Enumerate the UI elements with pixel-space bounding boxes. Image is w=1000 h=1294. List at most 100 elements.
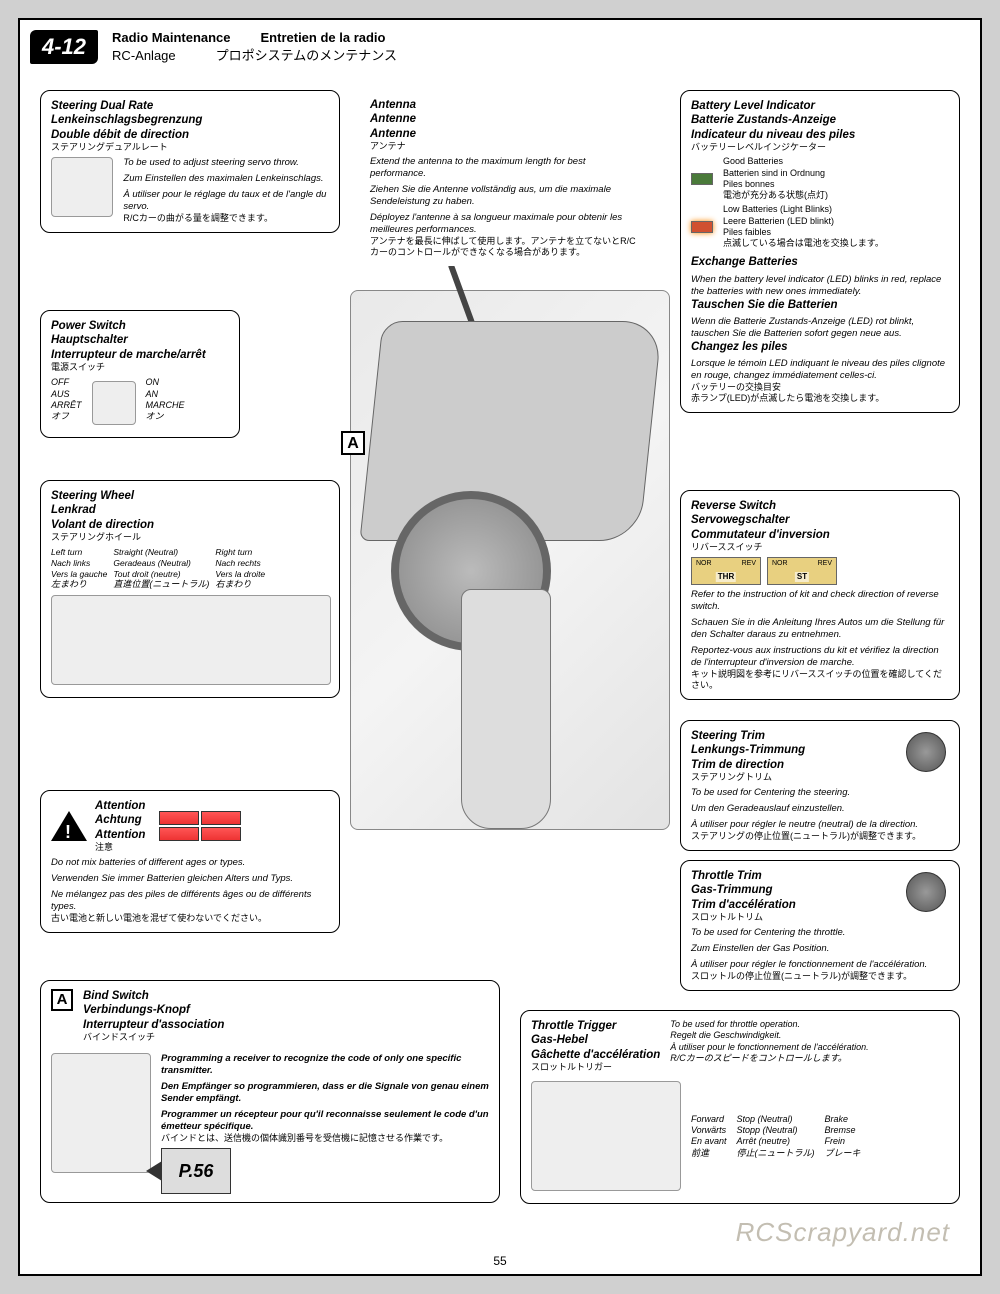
page-number: 55 xyxy=(493,1254,506,1268)
attn-b-fr: Ne mélangez pas des piles de différents … xyxy=(51,889,329,913)
attn-jp: 注意 xyxy=(95,842,145,853)
tt-de: Gas-Trimmung xyxy=(691,883,893,897)
title-jp: プロポシステムのメンテナンス xyxy=(216,48,397,63)
attn-b-de: Verwenden Sie immer Batterien gleichen A… xyxy=(51,873,329,885)
tt-b-en: To be used for Centering the throttle. xyxy=(691,927,949,939)
rs-jp: リバーススイッチ xyxy=(691,542,949,553)
bi-jp: バッテリーレベルインジケーター xyxy=(691,142,949,153)
rs-fr: Commutateur d'inversion xyxy=(691,528,949,542)
brake-de: Bremse xyxy=(825,1125,861,1136)
tt-b-fr: À utiliser pour régler le fonctionnement… xyxy=(691,959,949,971)
brake-jp: ブレーキ xyxy=(825,1148,861,1159)
page-ref-icon: P.56 xyxy=(161,1148,231,1194)
ps-jp: 電源スイッチ xyxy=(51,362,229,373)
attn-de: Achtung xyxy=(95,813,145,827)
ant-b-fr: Déployez l'antenne à sa longueur maximal… xyxy=(370,212,640,236)
st-de: Lenkungs-Trimmung xyxy=(691,743,893,757)
brake-fr: Frein xyxy=(825,1136,861,1147)
on-fr: AN xyxy=(146,389,185,400)
led-low-icon xyxy=(691,221,713,233)
ant-b-jp: アンテナを最長に伸ばして使用します。アンテナを立てないとR/Cカーのコントロール… xyxy=(370,236,640,259)
ps-fr: Interrupteur de marche/arrêt xyxy=(51,348,229,362)
off-en: OFF xyxy=(51,377,82,388)
sw-st: ST xyxy=(795,572,809,582)
attn-fr: Attention xyxy=(95,828,145,842)
sw-fr: Volant de direction xyxy=(51,518,329,532)
bind-b-fr: Programmer un récepteur pour qu'il recon… xyxy=(161,1109,489,1133)
sw-mid: Straight (Neutral) Geradeaus (Neutral) T… xyxy=(113,547,209,590)
ant-en: Antenna xyxy=(370,98,640,112)
callout-throttle-trim: Throttle Trim Gas-Trimmung Trim d'accélé… xyxy=(680,860,960,991)
low-fr: Piles faibles xyxy=(723,227,884,238)
tt-jp: スロットルトリム xyxy=(691,912,893,923)
sw-thr: THR xyxy=(716,572,736,582)
ttr-de: Gas-Hebel xyxy=(531,1033,660,1047)
rs-b-de: Schauen Sie in die Anleitung Ihres Autos… xyxy=(691,617,949,641)
ex-fr: Changez les piles xyxy=(691,340,949,354)
sdr-b-en: To be used to adjust steering servo thro… xyxy=(123,157,329,169)
callout-power-switch: Power Switch Hauptschalter Interrupteur … xyxy=(40,310,240,438)
bi-en: Battery Level Indicator xyxy=(691,99,949,113)
fwd-jp: 前進 xyxy=(691,1148,727,1159)
st-b-de: Um den Geradeauslauf einzustellen. xyxy=(691,803,949,815)
led-good-icon xyxy=(691,173,713,185)
bind-b-en: Programming a receiver to recognize the … xyxy=(161,1053,489,1077)
rs-b-fr: Reportez-vous aux instructions du kit et… xyxy=(691,645,949,669)
steering-wheel-diagram xyxy=(51,595,331,685)
ant-de: Antenne xyxy=(370,112,640,126)
tt-en: Throttle Trim xyxy=(691,869,893,883)
ant-b-de: Ziehen Sie die Antenne vollständig aus, … xyxy=(370,184,640,208)
good-jp: 電池が充分ある状態(点灯) xyxy=(723,190,828,201)
title-de: RC-Anlage xyxy=(112,48,176,63)
bind-letter: A xyxy=(51,989,73,1011)
callout-throttle-trigger: Throttle Trigger Gas-Hebel Gâchette d'ac… xyxy=(520,1010,960,1204)
manual-page: 4-12 Radio Maintenance Entretien de la ra… xyxy=(18,18,982,1276)
callout-reverse-switch: Reverse Switch Servowegschalter Commutat… xyxy=(680,490,960,700)
off-de: AUS xyxy=(51,389,82,400)
title-en: Radio Maintenance xyxy=(112,30,230,45)
good-fr: Piles bonnes xyxy=(723,179,828,190)
attn-b-jp: 古い電池と新しい電池を混ぜて使わないでください。 xyxy=(51,913,329,924)
ttr-b-en: To be used for throttle operation. xyxy=(670,1019,868,1030)
sdr-diagram xyxy=(51,157,113,217)
off-jp: オフ xyxy=(51,411,82,422)
callout-battery-indicator: Battery Level Indicator Batterie Zustand… xyxy=(680,90,960,413)
sw-right: Right turn Nach rechts Vers la droite 右ま… xyxy=(215,547,265,590)
section-header: 4-12 Radio Maintenance Entretien de la ra… xyxy=(30,30,437,64)
ex-b-jp: 赤ランプ(LED)が点滅したら電池を交換します。 xyxy=(691,393,949,404)
label-a-marker: A xyxy=(341,431,365,455)
sw-jp: ステアリングホイール xyxy=(51,532,329,543)
trigger-diagram xyxy=(531,1081,681,1191)
rs-b-jp: キット説明図を参考にリバーススイッチの位置を確認してください。 xyxy=(691,669,949,692)
ex-b-fr: Lorsque le témoin LED indiquant le nivea… xyxy=(691,358,949,382)
callout-steering-wheel: Steering Wheel Lenkrad Volant de directi… xyxy=(40,480,340,698)
ant-b-en: Extend the antenna to the maximum length… xyxy=(370,156,640,180)
callout-bind-switch: A Bind Switch Verbindungs-Knopf Interrup… xyxy=(40,980,500,1203)
stop-en: Stop (Neutral) xyxy=(737,1114,815,1125)
st-en: Steering Trim xyxy=(691,729,893,743)
on-jp: オン xyxy=(146,411,185,422)
sw-de: Lenkrad xyxy=(51,503,329,517)
callout-steering-trim: Steering Trim Lenkungs-Trimmung Trim de … xyxy=(680,720,960,851)
bind-fr: Interrupteur d'association xyxy=(83,1018,224,1032)
tt-b-jp: スロットルの停止位置(ニュートラル)が調整できます。 xyxy=(691,971,949,982)
sdr-de: Lenkeinschlagsbegrenzung xyxy=(51,113,329,127)
st-b-jp: ステアリングの停止位置(ニュートラル)が調整できます。 xyxy=(691,831,949,842)
bi-fr: Indicateur du niveau des piles xyxy=(691,128,949,142)
low-en: Low Batteries (Light Blinks) xyxy=(723,204,884,215)
st-jp: ステアリングトリム xyxy=(691,772,893,783)
good-en: Good Batteries xyxy=(723,156,828,167)
title-fr: Entretien de la radio xyxy=(261,30,386,45)
section-number: 4-12 xyxy=(30,30,98,64)
bind-jp: バインドスイッチ xyxy=(83,1032,224,1043)
callout-attention: Attention Achtung Attention 注意 Do not mi… xyxy=(40,790,340,933)
low-de: Leere Batterien (LED blinkt) xyxy=(723,216,884,227)
battery-grid-icon xyxy=(159,811,241,841)
on-de: MARCHE xyxy=(146,400,185,411)
bi-de: Batterie Zustands-Anzeige xyxy=(691,113,949,127)
sdr-b-de: Zum Einstellen des maximalen Lenkeinschl… xyxy=(123,173,329,185)
watermark: RCScrapyard.net xyxy=(736,1217,950,1248)
bind-en: Bind Switch xyxy=(83,989,224,1003)
sdr-en: Steering Dual Rate xyxy=(51,99,329,113)
section-titles: Radio Maintenance Entretien de la radio R… xyxy=(112,30,437,64)
